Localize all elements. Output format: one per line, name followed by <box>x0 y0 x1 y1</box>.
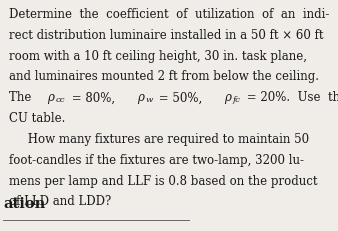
Text: mens per lamp and LLF is 0.8 based on the product: mens per lamp and LLF is 0.8 based on th… <box>9 175 318 188</box>
Text: ρ: ρ <box>47 91 54 104</box>
Text: CU table.: CU table. <box>9 112 66 125</box>
Text: How many fixtures are required to maintain 50: How many fixtures are required to mainta… <box>9 133 310 146</box>
Text: fc: fc <box>233 96 241 104</box>
Text: foot-candles if the fixtures are two-lamp, 3200 lu-: foot-candles if the fixtures are two-lam… <box>9 154 304 167</box>
Text: ρ: ρ <box>224 91 231 104</box>
Text: and luminaires mounted 2 ft from below the ceiling.: and luminaires mounted 2 ft from below t… <box>9 70 319 83</box>
Text: ρ: ρ <box>137 91 144 104</box>
Text: room with a 10 ft ceiling height, 30 in. task plane,: room with a 10 ft ceiling height, 30 in.… <box>9 50 307 63</box>
Text: w: w <box>146 96 153 104</box>
Text: = 80%,: = 80%, <box>68 91 122 104</box>
Text: = 50%,: = 50%, <box>155 91 210 104</box>
Text: cc: cc <box>56 96 65 104</box>
Text: of LLD and LDD?: of LLD and LDD? <box>9 195 112 208</box>
Text: rect distribution luminaire installed in a 50 ft × 60 ft: rect distribution luminaire installed in… <box>9 29 324 42</box>
Text: Determine  the  coefficient  of  utilization  of  an  indi-: Determine the coefficient of utilization… <box>9 8 330 21</box>
Text: ation: ation <box>3 197 46 211</box>
Text: = 20%.  Use  the: = 20%. Use the <box>243 91 338 104</box>
Text: The: The <box>9 91 39 104</box>
